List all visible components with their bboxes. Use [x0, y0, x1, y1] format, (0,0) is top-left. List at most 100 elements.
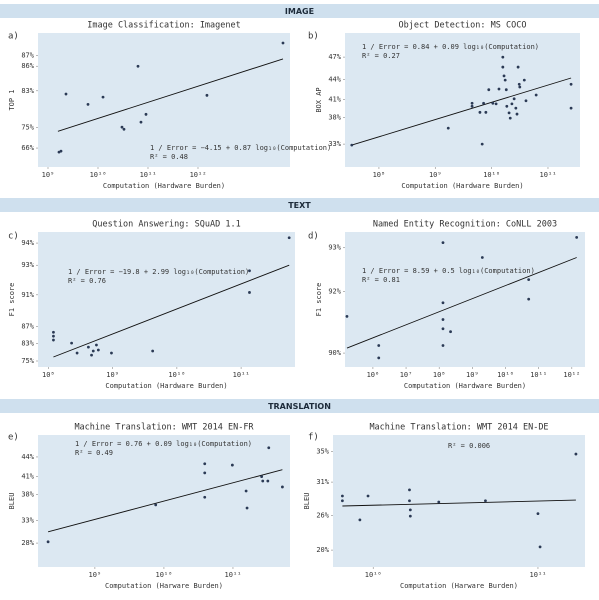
data-point [154, 503, 158, 507]
y-axis-label: BOX AP [315, 87, 323, 112]
data-point [261, 479, 265, 483]
data-point [144, 112, 148, 116]
data-point [139, 120, 143, 124]
data-point [569, 82, 573, 86]
y-tick-label: 86% [21, 62, 34, 70]
data-point [95, 343, 98, 347]
data-point [574, 452, 578, 456]
data-point [482, 101, 485, 105]
y-tick-label: 20% [316, 546, 329, 554]
y-axis-label: BLEU [303, 493, 311, 510]
data-point [478, 110, 482, 114]
data-point [441, 241, 445, 245]
data-point [377, 344, 381, 347]
y-tick-label: 33% [328, 140, 341, 148]
chart-title: Machine Translation: WMT 2014 EN-FR [74, 423, 254, 433]
data-point [245, 506, 249, 510]
data-point [437, 500, 441, 504]
x-tick-label: 10¹⁰ [155, 571, 172, 579]
data-point [91, 349, 95, 353]
x-tick-label: 10¹¹ [233, 371, 250, 379]
data-point [70, 341, 73, 345]
section-title: TRANSLATION [268, 402, 331, 411]
y-tick-label: 47% [328, 53, 341, 61]
x-tick-label: 10⁹ [429, 171, 442, 179]
data-point [408, 508, 412, 512]
y-axis-label: F1 score [8, 283, 16, 317]
panel-label: f) [308, 433, 319, 443]
data-point [59, 149, 63, 153]
data-point [203, 462, 207, 466]
x-tick-label: 10¹¹ [530, 371, 547, 379]
data-point [441, 327, 445, 331]
x-axis-label: Computation (Hardware Burden) [105, 382, 227, 390]
data-point [203, 471, 207, 475]
x-tick-label: 10¹⁰ [497, 371, 514, 379]
data-point [484, 499, 487, 503]
data-point [508, 116, 512, 120]
data-point [350, 143, 354, 147]
y-tick-label: 41% [328, 95, 341, 103]
y-tick-label: 87% [21, 323, 34, 331]
chart-title: Question Answering: SQuAD 1.1 [92, 220, 240, 230]
section-title: TEXT [288, 201, 311, 210]
x-tick-label: 10¹² [563, 371, 580, 379]
data-point [287, 236, 291, 240]
data-point [340, 494, 344, 498]
y-tick-label: 35% [316, 448, 329, 456]
data-point [248, 269, 251, 273]
y-axis-label: F1 score [315, 283, 323, 317]
data-point [441, 344, 445, 347]
data-point [52, 334, 55, 338]
x-tick-label: 10⁷ [400, 371, 413, 379]
x-tick-label: 10⁸ [433, 371, 446, 379]
data-point [408, 488, 411, 492]
annotation: R² = 0.49 [75, 449, 113, 457]
data-point [502, 74, 506, 78]
section-bar [0, 399, 599, 413]
fit-line [351, 77, 572, 146]
fit-line [346, 257, 577, 349]
x-tick-label: 10⁹ [89, 571, 102, 579]
annotation: 1 / Error = 8.59 + 0.5 log₁₀(Computation… [362, 267, 535, 275]
data-point [491, 101, 495, 105]
annotation: R² = 0.76 [68, 277, 106, 285]
panel-label: c) [8, 232, 19, 242]
y-tick-label: 75% [21, 123, 34, 131]
data-point [340, 499, 344, 503]
data-point [267, 446, 271, 450]
plot-background [38, 33, 290, 167]
data-point [484, 110, 488, 114]
data-point [534, 93, 538, 97]
data-point [538, 545, 542, 549]
chart-title: Object Detection: MS COCO [399, 21, 527, 31]
data-point [248, 291, 251, 294]
x-tick-label: 10¹⁰ [168, 371, 185, 379]
data-point [366, 494, 370, 498]
x-tick-label: 10¹¹ [540, 171, 557, 179]
x-axis-label: Computation (Hardware Burden) [103, 182, 225, 190]
annotation: 1 / Error = 0.84 + 0.09 log₁₀(Computatio… [362, 43, 539, 51]
y-tick-label: 66% [21, 144, 34, 152]
data-point [244, 489, 248, 493]
x-tick-label: 10¹² [190, 171, 207, 179]
data-point [205, 93, 209, 97]
y-tick-label: 44% [328, 75, 341, 83]
y-axis-label: BLEU [8, 493, 16, 510]
annotation: R² = 0.48 [150, 153, 188, 161]
plot-background [345, 232, 585, 367]
section-bar [0, 198, 599, 212]
data-point [575, 235, 579, 239]
data-point [110, 351, 113, 355]
data-point [536, 512, 540, 516]
panel-label: b) [308, 32, 319, 42]
data-point [86, 345, 90, 349]
y-axis-label: TOP 1 [8, 89, 16, 110]
x-tick-label: 10⁹ [42, 171, 55, 179]
y-tick-label: 90% [328, 349, 341, 357]
data-point [507, 111, 511, 115]
data-point [504, 88, 508, 92]
x-tick-label: 10⁶ [367, 371, 380, 379]
data-point [501, 65, 505, 69]
